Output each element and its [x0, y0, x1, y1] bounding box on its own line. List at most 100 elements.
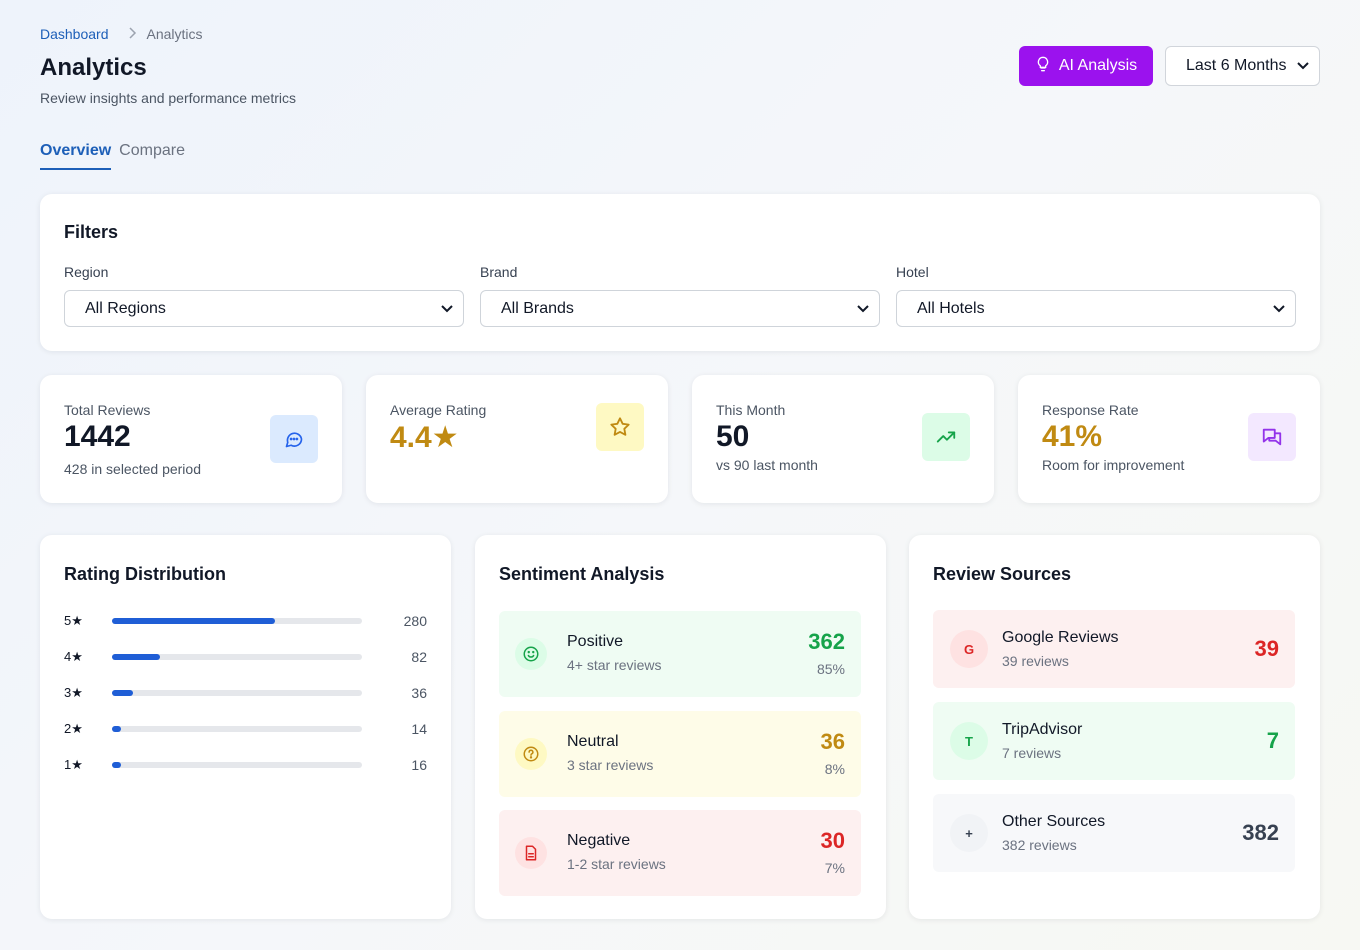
- star-icon: [596, 403, 644, 451]
- breadcrumb: Dashboard Analytics: [40, 26, 203, 42]
- sentiment-name: Negative: [567, 832, 631, 849]
- source-count: 39: [1254, 636, 1279, 661]
- rating-bar-fill: [112, 762, 122, 768]
- source-name: Google Reviews: [1002, 629, 1119, 646]
- stat-card-response-rate: Response Rate 41% Room for improvement: [1018, 375, 1320, 503]
- rating-row: 3★ 36: [64, 685, 427, 701]
- chevron-down-icon: [1273, 300, 1285, 318]
- region-select-value: All Regions: [85, 299, 166, 317]
- hotel-select-value: All Hotels: [917, 299, 985, 317]
- rating-label: 4★: [64, 649, 83, 664]
- rating-bar-fill: [112, 690, 133, 696]
- source-desc: 382 reviews: [1002, 837, 1077, 853]
- rating-count: 280: [403, 613, 427, 629]
- stat-card-average-rating: Average Rating 4.4★: [366, 375, 668, 503]
- rating-label: 3★: [64, 685, 83, 700]
- question-icon: [515, 738, 547, 770]
- page-title: Analytics: [40, 54, 147, 81]
- source-name: Other Sources: [1002, 813, 1106, 830]
- stat-value: 4.4★: [390, 421, 459, 454]
- stat-sub: vs 90 last month: [716, 457, 818, 473]
- breadcrumb-dashboard-link[interactable]: Dashboard: [40, 26, 109, 42]
- rating-distribution-title: Rating Distribution: [64, 564, 226, 584]
- tripadvisor-badge-icon: T: [950, 722, 988, 760]
- review-sources-title: Review Sources: [933, 564, 1072, 584]
- chevron-down-icon: [857, 300, 869, 318]
- source-desc: 7 reviews: [1002, 745, 1062, 761]
- region-label: Region: [64, 264, 109, 280]
- brand-label: Brand: [480, 264, 518, 280]
- sentiment-analysis-title: Sentiment Analysis: [499, 564, 665, 584]
- stat-card-this-month: This Month 50 vs 90 last month: [692, 375, 994, 503]
- breadcrumb-current: Analytics: [146, 26, 203, 42]
- rating-label: 1★: [64, 757, 83, 772]
- ai-analysis-label: AI Analysis: [1058, 57, 1138, 74]
- sentiment-desc: 4+ star reviews: [567, 657, 662, 673]
- rating-count: 16: [411, 757, 427, 773]
- rating-row: 2★ 14: [64, 721, 427, 737]
- chevron-down-icon: [1297, 57, 1309, 75]
- tab-compare[interactable]: Compare: [119, 142, 185, 159]
- rating-row: 5★ 280: [64, 613, 427, 629]
- rating-distribution-card: Rating Distribution 5★ 280 4★ 82 3★ 36 2…: [40, 535, 451, 919]
- sentiment-desc: 3 star reviews: [567, 757, 654, 773]
- trending-up-icon: [922, 413, 970, 461]
- hotel-select[interactable]: All Hotels: [896, 290, 1296, 327]
- tab-overview[interactable]: Overview: [40, 142, 112, 170]
- rating-bar-track: [112, 654, 362, 660]
- sentiment-name: Positive: [567, 633, 624, 650]
- filters-card: Filters Region All Regions Brand All Bra…: [40, 194, 1320, 351]
- stat-value: 1442: [64, 420, 131, 453]
- period-select[interactable]: Last 6 Months: [1165, 46, 1320, 86]
- sentiment-percent: 85%: [816, 661, 845, 677]
- rating-count: 82: [411, 649, 427, 665]
- rating-bar-track: [112, 726, 362, 732]
- rating-row: 4★ 82: [64, 649, 427, 665]
- rating-label: 5★: [64, 613, 83, 628]
- sentiment-item-negative: Negative 1-2 star reviews 30 7%: [499, 810, 861, 896]
- chevron-down-icon: [441, 300, 453, 318]
- rating-count: 36: [411, 685, 427, 701]
- sentiment-count: 36: [820, 729, 845, 754]
- sentiment-count: 30: [820, 828, 845, 853]
- brand-select-value: All Brands: [501, 299, 574, 317]
- sentiment-analysis-card: Sentiment Analysis Positive 4+ star revi…: [475, 535, 886, 919]
- chevron-right-icon: [128, 26, 137, 42]
- region-filter: Region All Regions: [64, 264, 464, 327]
- rating-bar-track: [112, 762, 362, 768]
- source-count: 7: [1266, 728, 1279, 753]
- stat-label: Average Rating: [390, 402, 487, 418]
- messages-icon: [1248, 413, 1296, 461]
- source-count: 382: [1242, 820, 1279, 845]
- source-item-other: + Other Sources 382 reviews 382: [933, 794, 1295, 872]
- stat-card-total-reviews: Total Reviews 1442 428 in selected perio…: [40, 375, 342, 503]
- stat-label: Total Reviews: [64, 402, 151, 418]
- rating-bar-fill: [112, 726, 121, 732]
- brand-select[interactable]: All Brands: [480, 290, 880, 327]
- source-item-google: G Google Reviews 39 reviews 39: [933, 610, 1295, 688]
- sentiment-percent: 8%: [824, 761, 845, 777]
- hotel-filter: Hotel All Hotels: [896, 264, 1296, 327]
- source-name: TripAdvisor: [1002, 721, 1083, 738]
- source-item-tripadvisor: T TripAdvisor 7 reviews 7: [933, 702, 1295, 780]
- filters-title: Filters: [64, 222, 119, 242]
- tab-bar: Overview Compare: [40, 142, 185, 170]
- sentiment-name: Neutral: [567, 733, 619, 750]
- rating-bar-fill: [112, 654, 160, 660]
- review-sources-card: Review Sources G Google Reviews 39 revie…: [909, 535, 1320, 919]
- stat-label: Response Rate: [1042, 402, 1139, 418]
- google-badge-icon: G: [950, 630, 988, 668]
- rating-bar-track: [112, 690, 362, 696]
- source-desc: 39 reviews: [1002, 653, 1069, 669]
- sentiment-percent: 7%: [824, 860, 845, 876]
- stat-sub: Room for improvement: [1042, 457, 1185, 473]
- hotel-label: Hotel: [896, 264, 929, 280]
- region-select[interactable]: All Regions: [64, 290, 464, 327]
- page-subtitle: Review insights and performance metrics: [40, 90, 296, 106]
- stat-value: 41%: [1042, 420, 1103, 453]
- smile-icon: [515, 638, 547, 670]
- rating-bar-track: [112, 618, 362, 624]
- lightbulb-icon: [1035, 56, 1051, 77]
- brand-filter: Brand All Brands: [480, 264, 880, 327]
- ai-analysis-button[interactable]: AI Analysis: [1019, 46, 1153, 86]
